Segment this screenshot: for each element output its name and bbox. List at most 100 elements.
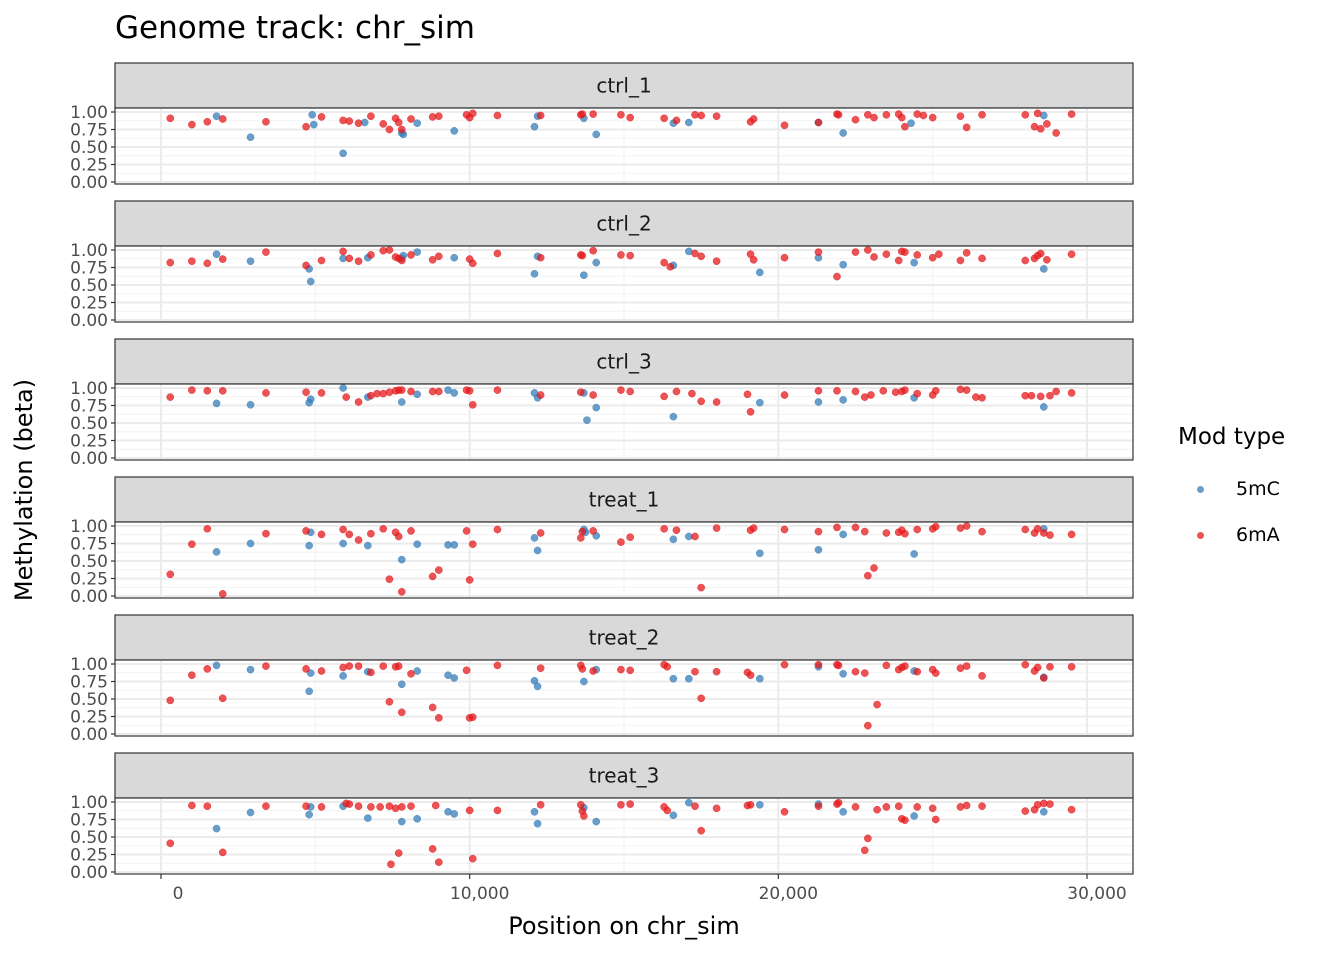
data-point-6mA [379, 662, 388, 670]
data-point-6mA [660, 114, 668, 123]
data-point-6mA [780, 121, 789, 130]
data-point-6mA [397, 386, 406, 394]
data-point-6mA [1052, 387, 1060, 396]
data-point-6mA [188, 671, 196, 680]
data-point-6mA [536, 253, 545, 262]
data-point-6mA [576, 388, 585, 397]
data-point-6mA [978, 672, 986, 680]
data-point-6mA [962, 662, 971, 670]
data-point-6mA [218, 848, 227, 857]
data-point-6mA [814, 660, 823, 669]
data-point-6mA [468, 109, 477, 118]
data-point-6mA [712, 524, 721, 532]
chart-title: Genome track: chr_sim [115, 10, 475, 46]
data-point-6mA [376, 803, 385, 811]
data-point-6mA [302, 388, 310, 397]
data-point-5mC [669, 535, 678, 544]
data-point-5mC [450, 674, 459, 682]
data-point-5mC [413, 540, 422, 549]
data-point-6mA [407, 802, 415, 811]
data-point-6mA [1046, 662, 1054, 671]
data-point-6mA [262, 248, 270, 256]
data-point-5mC [839, 260, 848, 269]
data-point-6mA [931, 669, 940, 677]
data-point-6mA [317, 803, 326, 811]
data-point-6mA [928, 804, 937, 813]
data-point-6mA [407, 527, 415, 535]
data-point-6mA [367, 668, 375, 677]
data-point-6mA [1021, 807, 1030, 815]
data-point-6mA [493, 806, 502, 815]
data-point-5mC [450, 541, 459, 549]
data-point-6mA [780, 391, 789, 399]
facet-strip-label: ctrl_1 [596, 74, 651, 98]
data-point-5mC [212, 661, 221, 670]
data-point-6mA [962, 248, 971, 257]
legend-label: 6mA [1236, 524, 1280, 546]
y-tick-label: 0.75 [70, 259, 108, 279]
data-point-6mA [339, 247, 347, 256]
y-tick-label: 0.00 [70, 449, 108, 469]
data-point-6mA [434, 112, 443, 121]
data-point-5mC [246, 133, 255, 142]
data-point-6mA [873, 805, 881, 814]
data-point-6mA [712, 398, 721, 406]
data-point-6mA [589, 667, 597, 675]
y-tick-label: 0.25 [70, 156, 108, 176]
legend-item-6ma: 6mA [1178, 512, 1285, 558]
data-point-5mC [592, 817, 601, 826]
data-point-6mA [576, 534, 585, 542]
data-point-6mA [218, 386, 227, 395]
data-point-5mC [530, 122, 539, 131]
data-point-6mA [387, 860, 395, 869]
data-point-6mA [354, 536, 363, 544]
data-point-6mA [428, 845, 437, 853]
data-point-6mA [407, 115, 415, 123]
facet-strip-label: ctrl_2 [596, 212, 651, 236]
data-point-6mA [317, 389, 326, 397]
data-point-6mA [814, 118, 823, 127]
data-point-6mA [385, 125, 394, 134]
data-point-5mC [583, 416, 591, 425]
data-point-6mA [697, 583, 706, 592]
data-point-6mA [913, 803, 922, 811]
data-point-6mA [468, 854, 477, 863]
data-point-6mA [697, 694, 706, 703]
data-point-6mA [434, 714, 443, 722]
data-point-6mA [928, 253, 937, 262]
data-point-6mA [1043, 255, 1051, 264]
legend-label: 5mC [1236, 478, 1280, 500]
data-point-6mA [697, 397, 706, 406]
data-point-6mA [712, 667, 721, 676]
data-point-5mC [397, 398, 406, 406]
data-point-6mA [672, 116, 681, 125]
data-point-6mA [354, 662, 363, 670]
data-point-6mA [354, 802, 363, 811]
data-point-6mA [697, 826, 706, 835]
y-tick-label: 0.25 [70, 570, 108, 590]
data-point-6mA [833, 272, 841, 281]
data-point-6mA [385, 697, 394, 706]
data-point-6mA [465, 386, 474, 395]
data-point-6mA [339, 525, 347, 534]
facet-panel-treat_3: treat_3 0.000.250.500.751.00 0 10,000 20,000… [70, 752, 1134, 904]
data-point-6mA [354, 119, 363, 128]
data-point-6mA [697, 252, 706, 261]
data-point-6mA [851, 115, 860, 124]
y-tick-label: 0.75 [70, 121, 108, 141]
data-point-6mA [931, 386, 940, 395]
data-point-6mA [712, 112, 721, 121]
data-point-6mA [1033, 109, 1042, 118]
data-point-6mA [1067, 250, 1076, 259]
data-point-6mA [203, 259, 212, 268]
data-point-5mC [910, 550, 918, 558]
data-point-5mC [814, 398, 823, 406]
data-point-5mC [212, 548, 221, 556]
data-point-6mA [1067, 530, 1076, 539]
y-tick-label: 1.00 [70, 655, 108, 675]
data-point-6mA [203, 524, 212, 533]
data-point-6mA [882, 803, 891, 811]
facet-strip-label: treat_2 [589, 626, 660, 650]
data-point-6mA [691, 667, 699, 676]
data-point-5mC [1039, 807, 1048, 816]
